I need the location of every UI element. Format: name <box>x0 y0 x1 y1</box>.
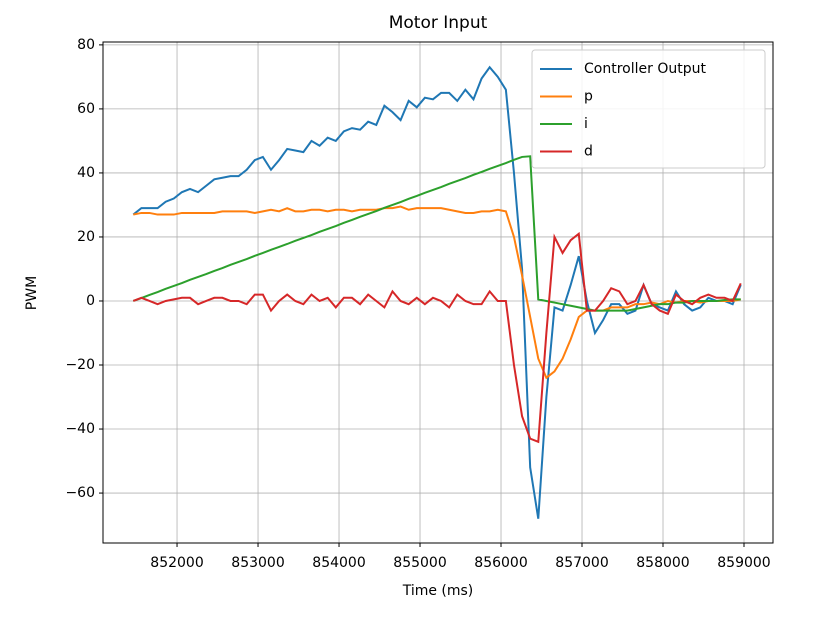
line-series <box>132 65 742 519</box>
x-tick-label: 859000 <box>717 555 770 571</box>
y-tick-label: −40 <box>65 421 95 437</box>
legend-box <box>531 49 766 169</box>
y-tick-label: 60 <box>77 101 95 117</box>
legend-label: p <box>584 89 593 105</box>
legend-label: i <box>584 116 588 132</box>
line-series <box>132 155 741 312</box>
y-tick-label: −20 <box>65 357 95 373</box>
line-series <box>132 231 742 444</box>
x-tick-label: 852000 <box>150 555 203 571</box>
x-tick-label: 857000 <box>555 555 608 571</box>
chart-title: Motor Input <box>389 13 488 33</box>
x-axis-label: Time (ms) <box>402 583 474 599</box>
y-tick-label: 20 <box>77 229 95 245</box>
y-tick-label: 80 <box>77 37 95 53</box>
y-axis-label: PWM <box>24 276 40 310</box>
x-tick-label: 858000 <box>636 555 689 571</box>
legend-label: d <box>584 144 593 160</box>
x-tick-label: 855000 <box>393 555 446 571</box>
plot-frame <box>102 41 774 544</box>
y-tick-label: −60 <box>65 485 95 501</box>
line-series <box>133 205 741 380</box>
y-tick-label: 40 <box>77 165 95 181</box>
legend-label: Controller Output <box>584 61 706 77</box>
x-tick-label: 854000 <box>312 555 365 571</box>
x-tick-label: 856000 <box>474 555 527 571</box>
y-tick-label: 0 <box>86 293 95 309</box>
x-tick-label: 853000 <box>231 555 284 571</box>
